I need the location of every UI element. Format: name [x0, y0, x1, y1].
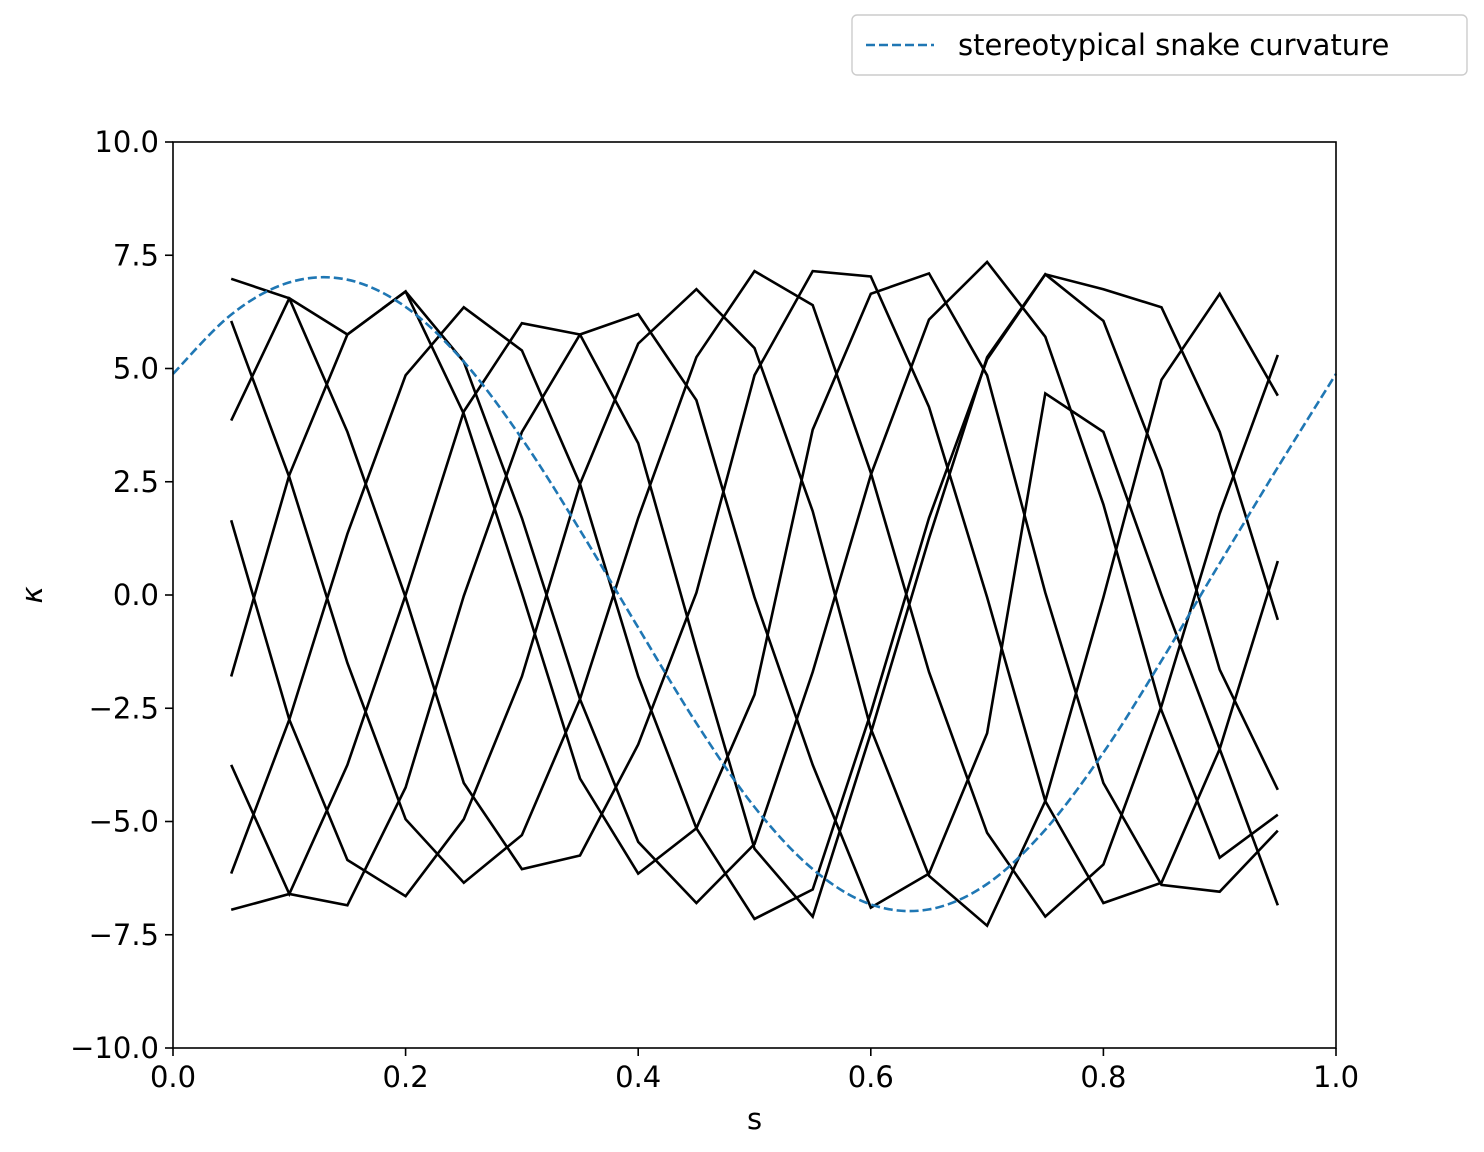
sample-curve-2 [229, 269, 1280, 919]
x-tick-label: 0.2 [383, 1060, 429, 1094]
y-tick-label: 7.5 [113, 238, 159, 272]
y-tick-label: −2.5 [89, 691, 159, 725]
x-tick-label: 0.6 [848, 1060, 894, 1094]
y-tick-label: 2.5 [113, 465, 159, 499]
sample-curve-6 [230, 272, 1279, 920]
y-tick-label: 0.0 [113, 578, 159, 612]
legend: stereotypical snake curvature [851, 14, 1468, 76]
reference-curve-layer [172, 275, 1338, 913]
y-tick-label: −10.0 [70, 1031, 159, 1065]
x-axis: 0.0 0.2 0.4 0.6 0.8 1.0 [150, 1048, 1359, 1094]
y-tick-label: 5.0 [113, 352, 159, 386]
legend-box [851, 14, 1468, 76]
sample-curve-5 [229, 271, 1279, 894]
legend-label: stereotypical snake curvature [958, 28, 1389, 62]
y-axis: 10.0 7.5 5.0 2.5 0.0 −2.5 −5.0 −7.5 −10.0 [70, 125, 173, 1065]
x-tick-label: 0.8 [1080, 1060, 1126, 1094]
y-tick-label: −5.0 [89, 805, 159, 839]
sample-curves [229, 260, 1280, 928]
y-tick-label: 10.0 [94, 125, 159, 159]
x-tick-label: 1.0 [1313, 1060, 1359, 1094]
sample-curve-4 [229, 287, 1279, 928]
y-tick-label: −7.5 [89, 918, 159, 952]
reference-curve [172, 275, 1338, 913]
sample-curve-7 [229, 272, 1280, 921]
x-tick-label: 0.0 [150, 1060, 196, 1094]
x-axis-label: s [747, 1102, 762, 1136]
y-axis-label: κ [15, 586, 49, 603]
x-tick-label: 0.4 [615, 1060, 661, 1094]
sample-curve-8 [230, 312, 1280, 912]
